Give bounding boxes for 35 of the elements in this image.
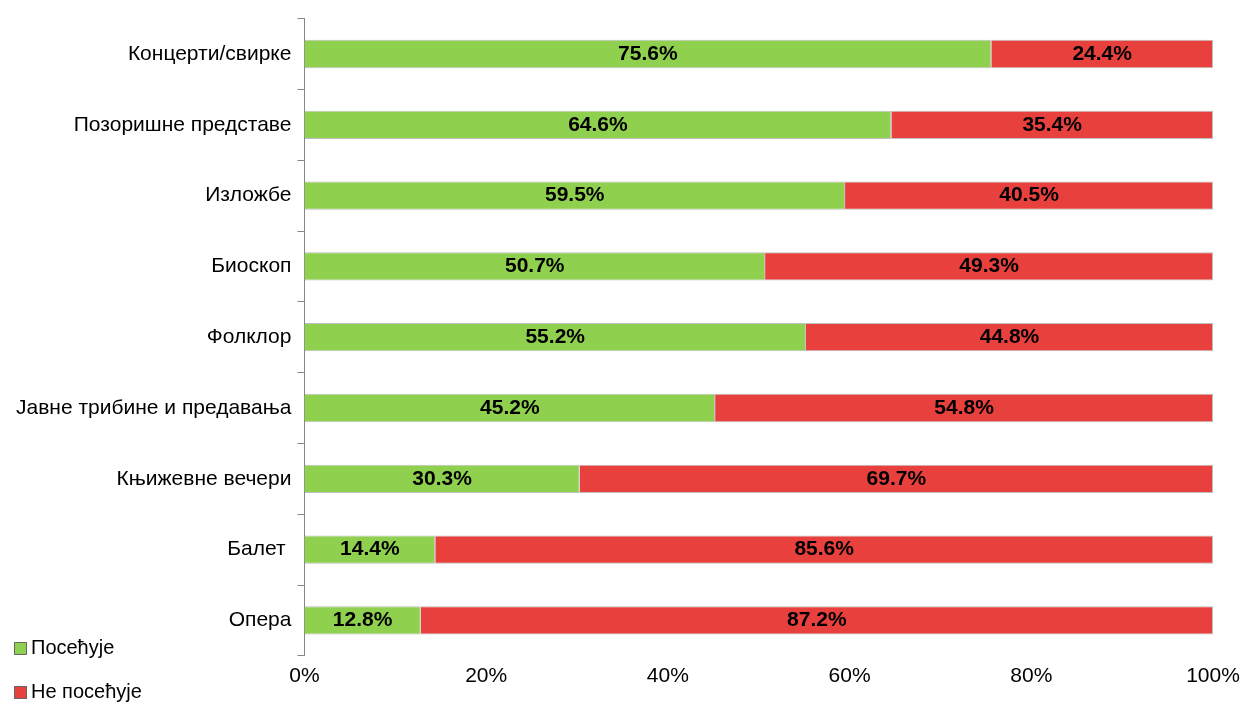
x-tick-label: 60% — [828, 663, 871, 687]
legend-label: Не посећује — [31, 679, 142, 702]
data-label: 49.3% — [959, 253, 1020, 277]
x-tick-label: 80% — [1010, 663, 1053, 687]
data-label: 69.7% — [866, 465, 927, 489]
y-tick-label: Фолклор — [206, 324, 292, 347]
x-tick-label: 0% — [289, 663, 320, 687]
legend-label: Посећује — [31, 635, 115, 658]
data-label: 12.8% — [332, 607, 393, 631]
y-tick-label: Изложбе — [205, 182, 292, 206]
data-label: 24.4% — [1072, 40, 1133, 64]
data-label: 14.4% — [340, 536, 400, 560]
y-tick-label: Биоскоп — [211, 253, 292, 277]
data-label: 64.6% — [568, 111, 629, 135]
data-label: 40.5% — [999, 182, 1060, 206]
y-tick-label: Књижевне вечери — [116, 465, 292, 489]
data-label: 50.7% — [504, 253, 565, 277]
data-label: 87.2% — [787, 607, 847, 631]
x-tick-label: 100% — [1186, 663, 1240, 687]
data-label: 54.8% — [934, 394, 995, 418]
x-tick-label: 20% — [465, 663, 508, 687]
y-tick-label: Концерти/свирке — [127, 40, 292, 64]
y-tick-label: Опера — [228, 607, 292, 631]
data-label: 55.2% — [525, 324, 586, 347]
y-tick-label: Јавне трибине и предавања — [16, 394, 292, 418]
data-label: 30.3% — [412, 465, 473, 489]
data-label: 85.6% — [794, 536, 855, 560]
y-tick-label: Балет — [227, 536, 292, 560]
data-label: 75.6% — [618, 40, 678, 64]
data-label: 59.5% — [544, 182, 605, 206]
data-label: 44.8% — [979, 324, 1040, 347]
data-label: 45.2% — [480, 394, 540, 418]
data-label: 35.4% — [1022, 111, 1083, 135]
x-tick-label: 40% — [646, 663, 689, 687]
y-tick-label: Позоришне представе — [73, 111, 292, 135]
